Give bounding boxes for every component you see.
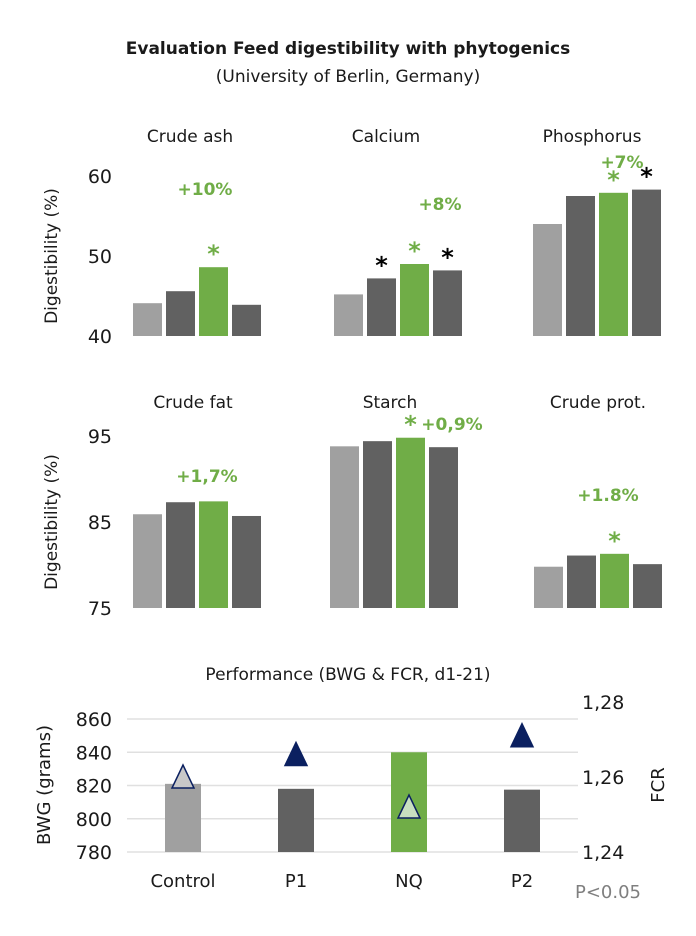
y-tick-label: 800 xyxy=(76,809,112,831)
bar-p2 xyxy=(633,564,662,608)
y-tick-label: 820 xyxy=(76,776,112,798)
x-tick-label: P1 xyxy=(285,871,307,892)
y2-tick-label: 1,24 xyxy=(582,842,624,864)
fcr-marker xyxy=(509,722,535,748)
y-tick-label: 50 xyxy=(88,246,112,268)
y-tick-label: 95 xyxy=(88,426,112,448)
improvement-label: +1,7% xyxy=(176,467,237,487)
bar-nq xyxy=(600,553,629,608)
bar-p2 xyxy=(232,304,261,336)
y-axis-label: Digestibility (%) xyxy=(42,188,62,324)
bwg-bar-control xyxy=(165,783,201,852)
panel-title: Crude prot. xyxy=(550,393,646,413)
y-tick-label: 60 xyxy=(88,166,112,188)
y-tick-label: 40 xyxy=(88,326,112,348)
bar-p2 xyxy=(632,189,661,336)
panel-title: Calcium xyxy=(352,127,420,147)
y-axis-label: Digestibility (%) xyxy=(42,454,62,590)
bar-nq xyxy=(396,437,425,608)
y-tick-label: 860 xyxy=(76,709,112,731)
bar-nq xyxy=(400,264,429,336)
significance-star: * xyxy=(207,240,220,268)
bar-control xyxy=(133,514,162,608)
significance-star: * xyxy=(404,411,417,439)
x-tick-label: P2 xyxy=(511,871,533,892)
improvement-label: +1.8% xyxy=(577,486,638,506)
bar-nq xyxy=(599,192,628,336)
fcr-marker xyxy=(396,793,422,819)
panel-title: Phosphorus xyxy=(543,127,642,147)
chart-title: Evaluation Feed digestibility with phyto… xyxy=(126,39,571,59)
bar-p1 xyxy=(367,278,396,336)
significance-star: * xyxy=(375,251,388,279)
bar-control xyxy=(133,303,162,336)
panel-title: Starch xyxy=(363,393,418,413)
y-tick-label: 75 xyxy=(88,598,112,620)
bar-control xyxy=(533,224,562,336)
panel-title: Crude ash xyxy=(147,127,233,147)
bar-nq xyxy=(199,501,228,608)
fcr-marker xyxy=(170,763,196,789)
fcr-marker xyxy=(283,740,309,767)
x-tick-label: NQ xyxy=(395,871,423,892)
improvement-label: +10% xyxy=(178,180,233,200)
y2-tick-label: 1,26 xyxy=(582,767,624,789)
improvement-label: +8% xyxy=(418,195,461,215)
bar-p1 xyxy=(363,441,392,608)
y-tick-label: 840 xyxy=(76,742,112,764)
bar-control xyxy=(334,294,363,336)
bar-control xyxy=(534,566,563,608)
significance-star: * xyxy=(608,527,621,555)
bwg-bar-p2 xyxy=(504,789,540,852)
significance-star: * xyxy=(640,163,653,191)
performance-title: Performance (BWG & FCR, d1-21) xyxy=(205,665,490,685)
y-tick-label: 780 xyxy=(76,842,112,864)
panel-title: Crude fat xyxy=(153,393,233,413)
y2-tick-label: 1,28 xyxy=(582,692,624,714)
significance-star: * xyxy=(607,166,620,194)
bar-p1 xyxy=(166,291,195,336)
improvement-label: +7% xyxy=(600,153,643,173)
bar-p2 xyxy=(232,515,261,608)
y-tick-label: 85 xyxy=(88,512,112,534)
bar-control xyxy=(330,446,359,608)
significance-note: P<0.05 xyxy=(575,882,641,903)
chart-subtitle: (University of Berlin, Germany) xyxy=(216,67,481,87)
improvement-label: +0,9% xyxy=(421,415,482,435)
bar-p1 xyxy=(166,502,195,608)
significance-star: * xyxy=(408,237,421,265)
bwg-bar-p1 xyxy=(278,788,314,852)
y-axis-label: BWG (grams) xyxy=(34,725,55,845)
bar-p2 xyxy=(429,447,458,608)
bar-p1 xyxy=(567,555,596,608)
x-tick-label: Control xyxy=(150,871,215,892)
bar-p2 xyxy=(433,270,462,336)
significance-star: * xyxy=(441,243,454,271)
bar-nq xyxy=(199,267,228,336)
bar-p1 xyxy=(566,196,595,336)
y2-axis-label: FCR xyxy=(648,767,669,802)
